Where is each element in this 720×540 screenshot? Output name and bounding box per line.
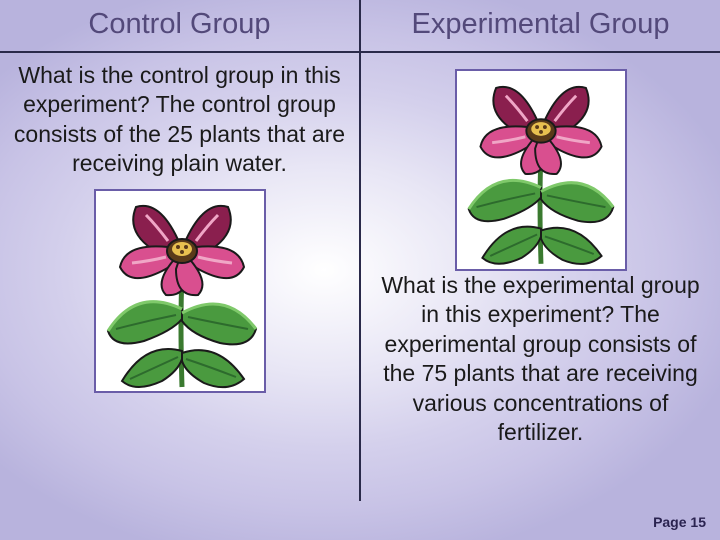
page-number: Page 15 xyxy=(653,514,706,530)
content-row: What is the control group in this experi… xyxy=(0,53,720,501)
flower-icon xyxy=(457,71,625,269)
content-control: What is the control group in this experi… xyxy=(0,53,361,501)
header-row: Control Group Experimental Group xyxy=(0,0,720,53)
experimental-text: What is the experimental group in this e… xyxy=(367,271,714,448)
plant-image-control xyxy=(94,189,266,393)
experimental-text-wrap: What is the experimental group in this e… xyxy=(361,271,720,448)
flower-icon xyxy=(96,191,268,391)
header-control: Control Group xyxy=(0,0,361,51)
header-experimental: Experimental Group xyxy=(361,0,720,51)
control-text: What is the control group in this experi… xyxy=(6,61,353,179)
content-experimental: What is the experimental group in this e… xyxy=(361,53,720,501)
plant-image-experimental xyxy=(455,69,627,271)
slide: Control Group Experimental Group What is… xyxy=(0,0,720,540)
